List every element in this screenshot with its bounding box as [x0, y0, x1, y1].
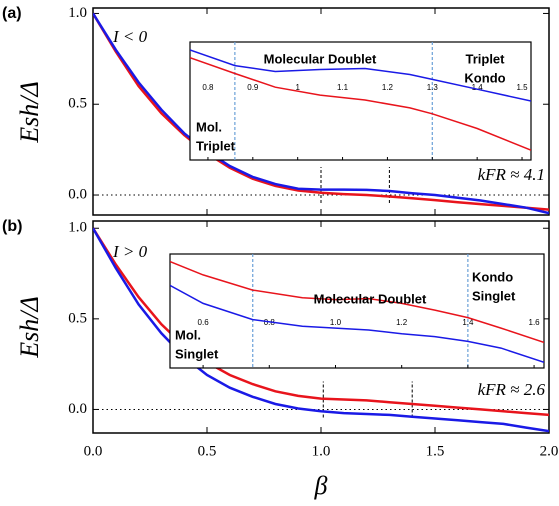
- curve: [190, 49, 531, 102]
- region-label: Mol.: [175, 327, 201, 342]
- inset-x-tick-label: 1: [295, 83, 300, 92]
- region-label: Kondo: [464, 70, 505, 85]
- panel-label: (a): [2, 5, 22, 22]
- region-label: Singlet: [472, 288, 516, 303]
- inset-x-tick-label: 1.1: [337, 83, 349, 92]
- region-label: Triplet: [196, 138, 236, 153]
- inset-x-tick-label: 1.4: [472, 83, 484, 92]
- curve: [93, 12, 549, 211]
- x-tick-label: 1.5: [426, 443, 445, 459]
- y-tick-label: 1.0: [68, 5, 87, 21]
- y-axis-label: Esh/Δ: [15, 296, 44, 358]
- x-tick-label: 1.0: [312, 443, 331, 459]
- y-tick-label: 0.5: [68, 96, 87, 112]
- inset-x-tick-label: 1.2: [396, 318, 408, 327]
- y-axis-label: Esh/Δ: [15, 81, 44, 143]
- inset-x-tick-label: 0.9: [247, 83, 259, 92]
- x-axis-label: β: [314, 471, 328, 500]
- annotation: kFR ≈ 2.6: [478, 380, 546, 399]
- region-label: Triplet: [465, 51, 505, 66]
- annotation: I > 0: [112, 242, 148, 261]
- inset-x-tick-label: 1.2: [382, 83, 394, 92]
- inset-x-tick-label: 0.8: [264, 318, 276, 327]
- curve: [190, 56, 531, 151]
- curve: [93, 12, 549, 215]
- y-tick-label: 0.5: [68, 310, 87, 326]
- x-tick-label: 2.0: [540, 443, 559, 459]
- inset-x-tick-label: 0.6: [198, 318, 210, 327]
- inset-frame: [189, 41, 532, 161]
- panel-label: (b): [2, 218, 22, 235]
- curve: [93, 227, 549, 417]
- annotation: I < 0: [112, 27, 148, 46]
- x-tick-label: 0.0: [84, 443, 103, 459]
- y-tick-label: 1.0: [68, 220, 87, 236]
- region-label: Molecular Doublet: [314, 291, 427, 306]
- annotation: kFR ≈ 4.1: [478, 165, 545, 184]
- inset-frame: [169, 253, 545, 369]
- region-label: Molecular Doublet: [264, 51, 377, 66]
- region-label: Mol.: [196, 119, 222, 134]
- region-label: Singlet: [175, 346, 219, 361]
- y-tick-label: 0.0: [68, 186, 87, 202]
- inset-x-tick-label: 1.3: [427, 83, 439, 92]
- inset-x-tick-label: 1.0: [330, 318, 342, 327]
- inset-x-tick-label: 1.4: [462, 318, 474, 327]
- curve: [93, 227, 549, 433]
- inset-x-tick-label: 0.8: [202, 83, 214, 92]
- y-tick-label: 0.0: [68, 401, 87, 417]
- inset-x-tick-label: 1.6: [529, 318, 541, 327]
- region-label: Kondo: [472, 269, 513, 284]
- x-tick-label: 0.5: [198, 443, 217, 459]
- inset-x-tick-label: 1.5: [516, 83, 528, 92]
- curve: [170, 260, 544, 344]
- curve: [170, 284, 544, 364]
